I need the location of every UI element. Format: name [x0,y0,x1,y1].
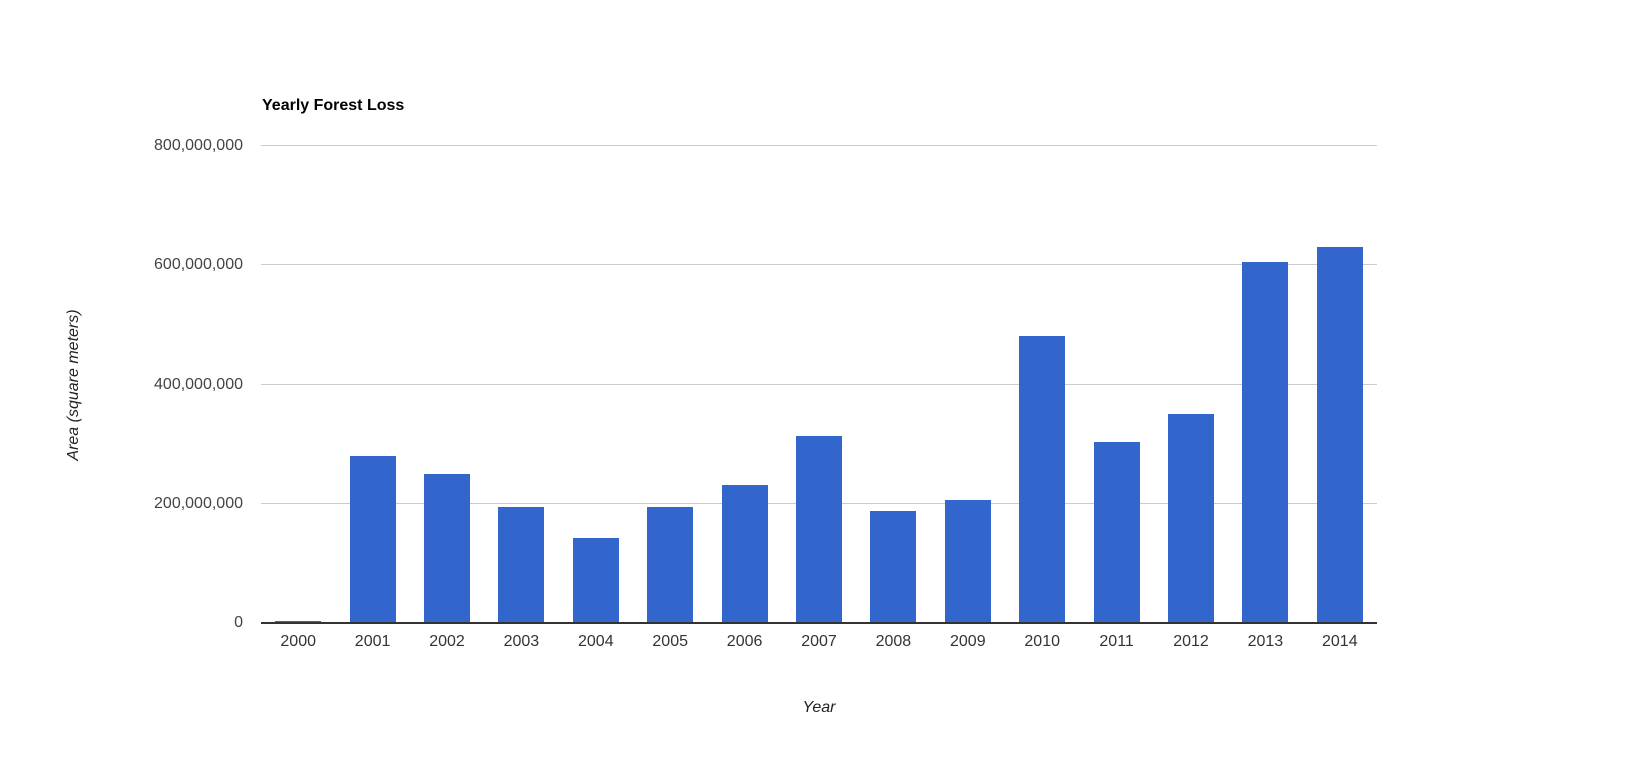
bar-2004[interactable] [572,537,619,623]
bar-2012[interactable] [1168,414,1214,623]
y-axis-title: Area (square meters) [65,309,82,461]
bar-2013[interactable] [1242,261,1289,623]
bar-2008[interactable] [870,510,917,623]
y-tick-label: 0 [234,614,243,631]
plot-area [261,145,1377,624]
y-tick-label: 600,000,000 [154,256,243,274]
bar-2001[interactable] [349,456,396,623]
x-tick-label: 2012 [1173,633,1209,650]
x-tick-label: 2001 [354,633,391,650]
bar-2011[interactable] [1093,441,1140,623]
x-tick-label: 2013 [1247,633,1284,650]
x-tick-label: 2006 [726,633,763,650]
x-tick-label: 2004 [578,633,614,650]
x-tick-label: 2014 [1322,633,1358,650]
y-tick-label: 400,000,000 [154,375,243,393]
bar-2007[interactable] [796,436,842,623]
x-axis-baseline [261,622,1377,624]
y-tick-label: 800,000,000 [154,137,243,154]
x-tick-label: 2002 [429,633,465,650]
bar-2014[interactable] [1316,247,1363,623]
y-tick-label: 200,000,000 [154,494,243,512]
gridline [261,145,1377,146]
x-tick-label: 2010 [1024,633,1060,650]
x-tick-label: 2009 [950,633,986,650]
bar-2006[interactable] [721,484,768,623]
x-axis-title: Year [802,699,836,716]
gridline [261,383,1377,385]
bar-2003[interactable] [498,506,545,623]
x-tick-label: 2003 [503,633,540,650]
chart-title: Yearly Forest Loss [262,97,405,114]
bar-2002[interactable] [424,473,470,623]
gridline [261,264,1377,266]
bar-2009[interactable] [944,499,991,623]
x-tick-label: 2005 [652,633,688,650]
x-tick-label: 2008 [875,633,912,650]
x-tick-label: 2011 [1099,633,1134,650]
x-tick-label: 2000 [280,633,316,650]
bar-2005[interactable] [647,506,694,623]
bar-2010[interactable] [1019,335,1066,623]
x-tick-label: 2007 [801,633,837,650]
